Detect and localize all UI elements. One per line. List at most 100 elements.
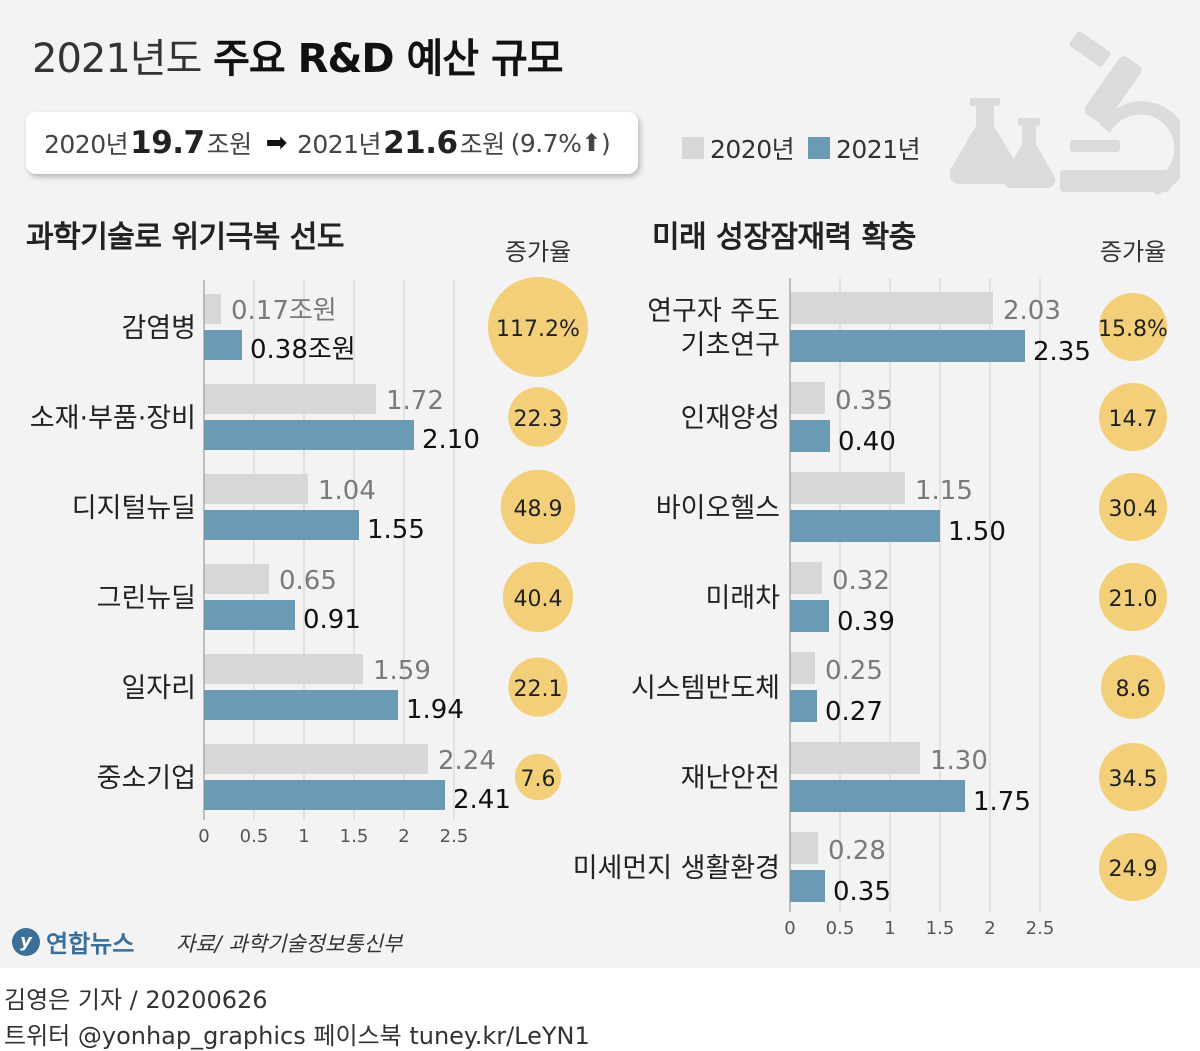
reporter-line: 김영은 기자 / 20200626 — [4, 986, 268, 1014]
value-label-2021: 1.50 — [948, 517, 1006, 547]
value-label-2020: 1.72 — [386, 386, 444, 416]
laboratory-icon — [950, 31, 1180, 195]
growth-bubble — [508, 657, 568, 717]
x-tick-label: 0.5 — [826, 918, 855, 939]
x-tick-label: 2.5 — [440, 826, 469, 847]
x-tick-label: 1 — [884, 918, 895, 939]
bar-2020 — [790, 472, 905, 504]
bar-2020 — [204, 384, 376, 414]
category-label: 시스템반도체 — [631, 673, 780, 704]
growth-bubble — [1101, 655, 1165, 719]
yonhap-logo: y 연합뉴스 — [12, 924, 134, 959]
growth-bubble — [502, 561, 574, 633]
growth-bubble — [1099, 563, 1167, 631]
bar-2020 — [790, 832, 818, 864]
left-rate-header: 증가율 — [505, 238, 572, 266]
category-label: 바이오헬스 — [656, 493, 780, 524]
bar-2020 — [790, 562, 822, 594]
growth-label: 15.8% — [1098, 317, 1168, 342]
growth-bubble — [1099, 383, 1167, 451]
growth-bubble — [1099, 743, 1167, 811]
growth-bubble — [508, 387, 568, 447]
value-label-2020: 0.17조원 — [231, 296, 337, 326]
bar-2020 — [204, 564, 269, 594]
bar-charts: 0 0.5 1 1.5 2 2.5 0.17조원 0.38조원 감염병 117.2% 1.72 2.1… — [30, 277, 1168, 939]
category-label: 재난안전 — [681, 763, 780, 794]
left-section-title: 과학기술로 위기극복 선도 — [26, 220, 345, 255]
source-credit: 자료/ 과학기술정보통신부 — [176, 932, 403, 956]
summary-unit-2020: 조원 — [206, 130, 253, 159]
value-label-2021: 0.39 — [837, 607, 895, 637]
growth-label: 14.7 — [1109, 407, 1158, 432]
legend-2020: 2020년 — [682, 130, 795, 166]
growth-label: 22.3 — [514, 407, 563, 432]
value-label-2021: 1.55 — [367, 515, 425, 545]
bar-2021 — [790, 780, 965, 812]
summary-year-2020: 2020년 — [44, 130, 129, 159]
category-label: 디지털뉴딜 — [72, 493, 196, 524]
growth-label: 40.4 — [514, 587, 563, 612]
summary-value-2020: 19.7 — [130, 125, 205, 161]
growth-label: 48.9 — [514, 497, 563, 522]
x-tick-label: 0 — [198, 826, 209, 847]
value-label-2020: 1.59 — [373, 656, 431, 686]
bar-2021 — [790, 510, 940, 542]
growth-label: 30.4 — [1109, 497, 1158, 522]
title-main: 주요 R&D 예산 규모 — [213, 36, 563, 82]
legend-swatch-2021 — [808, 137, 830, 159]
legend-label-2021: 2021년 — [836, 135, 921, 164]
value-label-2021: 0.38조원 — [250, 335, 356, 365]
category-label: 감염병 — [121, 313, 196, 344]
category-label: 연구자 주도 — [647, 296, 780, 327]
bar-2021 — [204, 600, 295, 630]
logo-text: 연합뉴스 — [46, 930, 135, 958]
value-label-2020: 0.25 — [825, 656, 883, 686]
social-line: 트위터 @yonhap_graphics 페이스북 tuney.kr/LeYN1 — [4, 1022, 590, 1050]
growth-label: 7.6 — [521, 767, 556, 792]
bar-2021 — [790, 330, 1025, 362]
bar-2021 — [790, 690, 817, 722]
growth-bubble — [1099, 833, 1167, 901]
value-label-2020: 1.30 — [930, 746, 988, 776]
x-tick-label: 1.5 — [340, 826, 369, 847]
bar-2021 — [204, 330, 242, 360]
summary-year-2021: 2021년 — [296, 130, 382, 159]
budget-summary-box: 2020년 19.7 조원 ➡ 2021년 21.6 조원 (9.7% ⬆ ) — [26, 112, 638, 174]
category-label: 그린뉴딜 — [97, 583, 196, 614]
x-tick-label: 0.5 — [240, 826, 269, 847]
category-label: 소재·부품·장비 — [30, 403, 196, 434]
growth-label: 34.5 — [1109, 767, 1158, 792]
title-year: 2021년도 — [32, 36, 202, 82]
value-label-2020: 0.65 — [279, 566, 337, 596]
x-tick-label: 1.5 — [926, 918, 955, 939]
x-tick-label: 2.5 — [1026, 918, 1055, 939]
growth-bubble — [488, 277, 588, 377]
value-label-2020: 2.03 — [1003, 296, 1061, 326]
growth-bubble — [500, 469, 576, 545]
value-label-2020: 1.15 — [915, 476, 973, 506]
bar-2021 — [204, 690, 398, 720]
category-label: 미래차 — [705, 583, 780, 614]
value-label-2021: 0.91 — [303, 605, 361, 635]
value-label-2021: 1.94 — [406, 695, 464, 725]
legend-swatch-2020 — [682, 137, 704, 159]
bar-2021 — [204, 420, 414, 450]
category-label: 인재양성 — [681, 403, 780, 434]
value-label-2020: 0.32 — [832, 566, 890, 596]
x-tick-label: 2 — [398, 826, 409, 847]
bar-2021 — [204, 510, 359, 540]
bar-2020 — [790, 742, 920, 774]
growth-label: 8.6 — [1116, 677, 1151, 702]
bar-2021 — [790, 870, 825, 902]
growth-label: 117.2% — [496, 317, 580, 342]
value-label-2021: 0.27 — [825, 697, 883, 727]
value-label-2020: 2.24 — [438, 746, 496, 776]
bar-2020 — [204, 654, 363, 684]
up-arrow-icon: ⬆ — [581, 129, 601, 157]
bar-2020 — [790, 382, 825, 414]
legend-2021: 2021년 — [808, 130, 921, 166]
value-label-2021: 2.35 — [1033, 337, 1091, 367]
value-label-2021: 1.75 — [973, 787, 1031, 817]
right-rate-header: 증가율 — [1100, 238, 1167, 266]
